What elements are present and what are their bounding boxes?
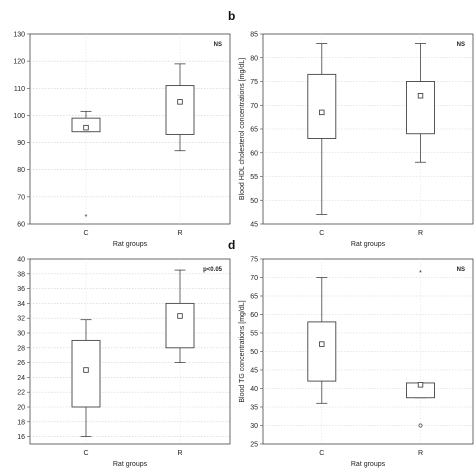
y-tick-label-c: 16 [17, 434, 25, 441]
y-tick-label-c: 38 [17, 271, 25, 278]
y-tick-label-c: 24 [17, 375, 25, 382]
chart-b: 45 50 55 60 65 70 75 80 85 C R NS Rat groups Blood HD… [239, 32, 474, 248]
median-marker-a-R [177, 99, 183, 105]
y-tick-label-c: 28 [17, 345, 25, 352]
y-tick-label-d: 75 [250, 257, 258, 264]
y-tick-label-d: 45 [250, 368, 258, 375]
median-marker-c-C [83, 367, 89, 373]
box-c-C [71, 339, 101, 408]
y-tick-label-a: 100 [13, 113, 25, 120]
y-tick-label-d: 55 [250, 331, 258, 338]
y-axis-label-d: Blood TG concentrations [mg/dL] [239, 300, 246, 402]
y-tick-label-c: 18 [17, 419, 25, 426]
plot-area-c [29, 258, 231, 445]
y-tick-label-b: 55 [250, 174, 258, 181]
panel-letter-b: b [228, 9, 235, 23]
x-axis-label-a: Rat groups [113, 241, 148, 248]
x-tick-label-d: R [418, 450, 423, 457]
y-tick-label-c: 34 [17, 301, 25, 308]
y-tick-label-d: 60 [250, 312, 258, 319]
y-tick-label-d: 40 [250, 386, 258, 393]
y-tick-label-c: 32 [17, 316, 25, 323]
y-tick-label-b: 70 [250, 103, 258, 110]
y-tick-label-a: 70 [17, 194, 25, 201]
y-tick-label-b: 75 [250, 79, 258, 86]
y-tick-label-d: 50 [250, 349, 258, 356]
outlier-marker-a: * [85, 214, 88, 221]
x-tick-label-b: C [319, 230, 324, 237]
y-tick-label-d: 35 [250, 405, 258, 412]
y-tick-label-a: 120 [13, 59, 25, 66]
chart-d: 25 30 35 40 45 50 55 60 65 70 75 C R * NS Rat groups Blo… [239, 257, 474, 468]
box-c-R [165, 302, 195, 349]
y-tick-label-b: 60 [250, 150, 258, 157]
x-tick-label-d: C [319, 450, 324, 457]
y-tick-label-a: 90 [17, 140, 25, 147]
y-tick-label-a: 130 [13, 32, 25, 39]
y-tick-label-a: 80 [17, 167, 25, 174]
chart-a: 60 70 80 90 100 110 120 130 C R * NS Rat groups [13, 32, 231, 248]
median-marker-b-C [319, 109, 325, 116]
panel-letter-d: d [228, 238, 235, 252]
x-tick-label-b: R [418, 230, 423, 237]
outlier-marker-d [418, 423, 423, 428]
median-marker-c-R [177, 313, 183, 319]
y-axis-label-b: Blood HDL cholesterol concentrations [mg… [239, 58, 246, 200]
significance-label-d: NS [457, 267, 465, 273]
y-tick-label-d: 65 [250, 294, 258, 301]
y-tick-label-c: 26 [17, 360, 25, 367]
y-tick-label-d: 25 [250, 442, 258, 449]
significance-label-c: p<0.05 [203, 267, 223, 273]
box-a-C [71, 117, 101, 133]
x-tick-label-c: R [177, 450, 182, 457]
outlier-marker-d: * [419, 270, 422, 277]
chart-c: 16 18 20 22 24 26 28 30 32 34 36 38 40 C Rp<0.05 Rat gr… [17, 257, 231, 468]
plot-area-a [29, 33, 231, 225]
y-tick-label-b: 65 [250, 127, 258, 134]
y-tick-label-d: 30 [250, 423, 258, 430]
y-tick-label-c: 20 [17, 405, 25, 412]
x-tick-label-c: C [83, 450, 88, 457]
y-tick-label-c: 36 [17, 286, 25, 293]
y-tick-label-b: 85 [250, 32, 258, 39]
box-b-R [406, 81, 435, 135]
x-tick-label-a: C [83, 230, 88, 237]
median-marker-a-C [83, 124, 89, 131]
y-tick-label-a: 110 [14, 86, 25, 93]
box-b-C [307, 73, 337, 139]
box-d-C [307, 321, 337, 382]
y-tick-label-c: 30 [17, 331, 25, 338]
y-tick-label-c: 40 [17, 257, 25, 264]
median-marker-b-R [417, 93, 424, 99]
y-tick-label-d: 70 [250, 275, 258, 282]
median-marker-d-R [417, 382, 424, 388]
y-tick-label-a: 60 [17, 222, 25, 229]
y-tick-label-b: 80 [250, 55, 258, 62]
x-axis-label-d: Rat groups [351, 461, 386, 468]
y-tick-label-b: 45 [250, 222, 258, 229]
x-axis-label-c: Rat groups [113, 461, 148, 468]
median-marker-d-C [319, 341, 325, 347]
significance-label-b: NS [457, 42, 465, 48]
significance-label-a: NS [214, 42, 222, 48]
x-axis-label-b: Rat groups [351, 241, 386, 248]
y-tick-label-b: 50 [250, 198, 258, 205]
box-a-R [165, 85, 195, 135]
x-tick-label-a: R [177, 230, 182, 237]
y-tick-label-c: 22 [17, 390, 25, 397]
